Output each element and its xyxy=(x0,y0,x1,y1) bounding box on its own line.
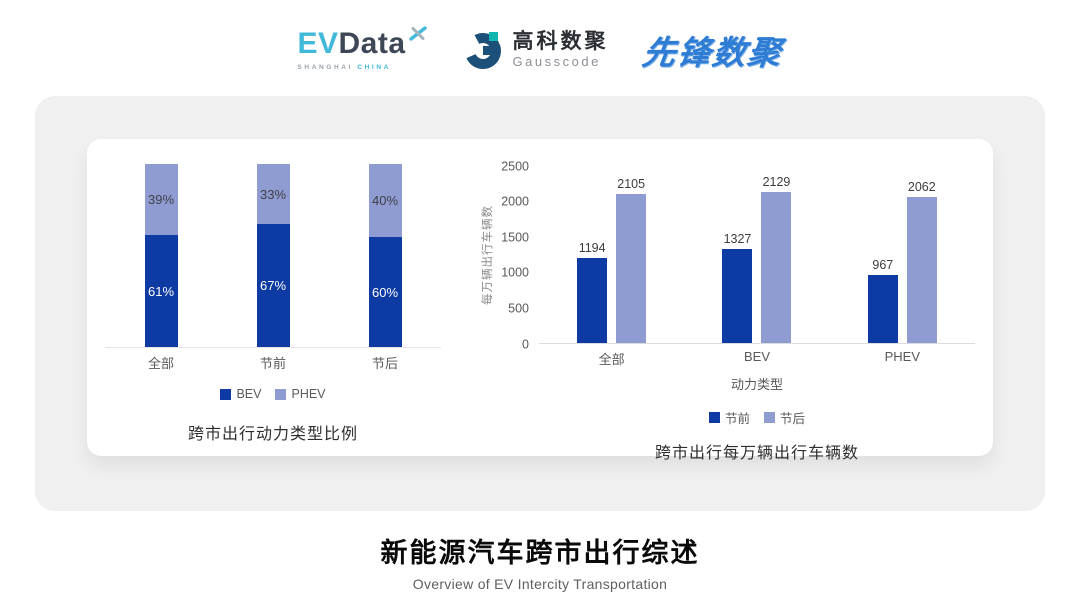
grouped-bar-chart: 每万辆出行车辆数 0 500 1000 1500 2000 2500 1194 2105 13… xyxy=(459,139,993,462)
evdata-logo-ev: EV xyxy=(297,27,339,60)
gausscode-logo-en: Gausscode xyxy=(512,54,601,70)
legend-label: 节前 xyxy=(724,412,750,426)
segment-value-label: 61% xyxy=(147,283,175,299)
legend-item-BEV: BEV xyxy=(220,387,261,401)
evdata-logo: EV Data SHANGHAI CHINA xyxy=(297,26,427,71)
page-subtitle: Overview of EV Intercity Transportation xyxy=(412,576,668,592)
segment-value-label: 67% xyxy=(259,278,287,294)
gausscode-logo: 高科数聚 Gausscode xyxy=(462,29,609,71)
legend-item-节后: 节后 xyxy=(764,408,805,427)
y-tick-label: 2500 xyxy=(501,158,529,173)
stacked-bar: 33% 67% xyxy=(256,164,290,347)
legend-item-PHEV: PHEV xyxy=(275,387,326,401)
segment-value-label: 40% xyxy=(371,193,399,209)
bar-value-label: 2062 xyxy=(907,180,936,195)
x-tick-label: BEV xyxy=(743,349,770,364)
legend-swatch xyxy=(220,388,232,400)
stacked-bar-x-axis: 全部 节前 节后 xyxy=(105,353,441,372)
legend-swatch xyxy=(764,412,775,423)
bar-segment-bev: 60% xyxy=(368,237,402,347)
bar-value-label: 1327 xyxy=(723,232,752,247)
pioneer-logo: 先锋数聚 xyxy=(639,34,785,71)
bar-segment-phev: 33% xyxy=(256,164,290,225)
stacked-bar-chart: 39% 61% 33% 67% 40% 60% 全部 节前 节后 BEV PHEV 跨市出行动力… xyxy=(87,139,459,456)
y-tick-label: 1500 xyxy=(501,229,529,244)
logo-bar: EV Data SHANGHAI CHINA 高科数聚 Gausscode 先锋数… xyxy=(0,0,1080,80)
y-axis-label: 每万辆出行车辆数 xyxy=(482,205,494,305)
y-axis-ticks: 0 500 1000 1500 2000 2500 xyxy=(497,160,539,350)
bar-segment-phev: 40% xyxy=(368,164,402,238)
page-footer: 新能源汽车跨市出行综述 Overview of EV Intercity Tra… xyxy=(0,531,1080,592)
bar-rect xyxy=(867,274,898,343)
bar-value-label: 1194 xyxy=(578,241,606,256)
evdata-logo-data: Data xyxy=(338,27,406,60)
bar-value-label: 2105 xyxy=(617,176,646,191)
bar-value-label: 967 xyxy=(872,257,894,272)
x-tick-label: 全部 xyxy=(598,352,625,367)
bar-节前: 1194 xyxy=(577,166,608,343)
bar-rect xyxy=(906,197,937,343)
charts-panel: 39% 61% 33% 67% 40% 60% 全部 节前 节后 BEV PHEV 跨市出行动力… xyxy=(87,139,993,462)
bar-rect xyxy=(722,249,753,343)
x-tick-label: PHEV xyxy=(884,349,921,364)
y-tick-label: 0 xyxy=(522,336,529,351)
legend-label: PHEV xyxy=(291,387,326,401)
bar-节后: 2105 xyxy=(616,166,647,343)
y-tick-label: 2000 xyxy=(501,194,529,209)
bar-节后: 2062 xyxy=(906,166,937,343)
bar-节后: 2129 xyxy=(761,166,792,343)
bar-group: 967 2062 xyxy=(830,166,975,343)
segment-value-label: 33% xyxy=(259,186,287,202)
report-card: 39% 61% 33% 67% 40% 60% 全部 节前 节后 BEV PHEV 跨市出行动力… xyxy=(35,96,1045,511)
x-tick-label: 全部 xyxy=(147,356,174,371)
bar-rect xyxy=(616,193,647,343)
grouped-bar-chart-title: 跨市出行每万辆出行车辆数 xyxy=(654,445,859,462)
y-tick-label: 1000 xyxy=(501,265,529,280)
legend-swatch xyxy=(708,412,720,423)
bar-segment-phev: 39% xyxy=(144,164,178,236)
bar-segment-bev: 61% xyxy=(144,235,178,347)
grouped-bar-x-axis: 全部 BEV PHEV xyxy=(539,349,975,368)
stacked-bar: 39% 61% xyxy=(144,164,178,347)
page-title: 新能源汽车跨市出行综述 xyxy=(380,538,700,568)
bar-节前: 1327 xyxy=(722,166,753,343)
bar-rect xyxy=(761,192,792,343)
x-axis-title: 动力类型 xyxy=(730,377,783,392)
stacked-bar-plot-area: 39% 61% 33% 67% 40% 60% xyxy=(105,164,441,348)
segment-value-label: 60% xyxy=(371,284,399,300)
stacked-bar-chart-title: 跨市出行动力类型比例 xyxy=(187,426,358,443)
bar-value-label: 2129 xyxy=(762,175,791,190)
evdata-logo-subtitle: SHANGHAI CHINA xyxy=(297,64,391,71)
legend-swatch xyxy=(275,388,287,400)
x-tick-label: 节后 xyxy=(371,356,398,371)
y-tick-label: 500 xyxy=(508,301,529,316)
bar-节前: 967 xyxy=(867,166,898,343)
legend-label: BEV xyxy=(236,387,262,401)
grouped-bar-plot-area: 1194 2105 1327 2129 967 2062 xyxy=(539,166,975,344)
legend-label: 节后 xyxy=(780,412,806,426)
gausscode-g-icon xyxy=(464,32,501,69)
x-tick-label: 节前 xyxy=(259,356,286,371)
legend-item-节前: 节前 xyxy=(708,408,750,427)
bar-group: 1327 2129 xyxy=(684,166,829,343)
bar-rect xyxy=(577,258,608,343)
bar-segment-bev: 67% xyxy=(256,224,290,347)
gausscode-logo-cn: 高科数聚 xyxy=(512,29,609,53)
stacked-bar-legend: BEV PHEV xyxy=(220,387,326,401)
stacked-bar: 40% 60% xyxy=(368,164,402,347)
evdata-x-icon xyxy=(408,26,427,41)
bar-group: 1194 2105 xyxy=(539,166,684,343)
grouped-bar-legend: 节前 节后 xyxy=(539,408,975,427)
segment-value-label: 39% xyxy=(147,192,175,208)
